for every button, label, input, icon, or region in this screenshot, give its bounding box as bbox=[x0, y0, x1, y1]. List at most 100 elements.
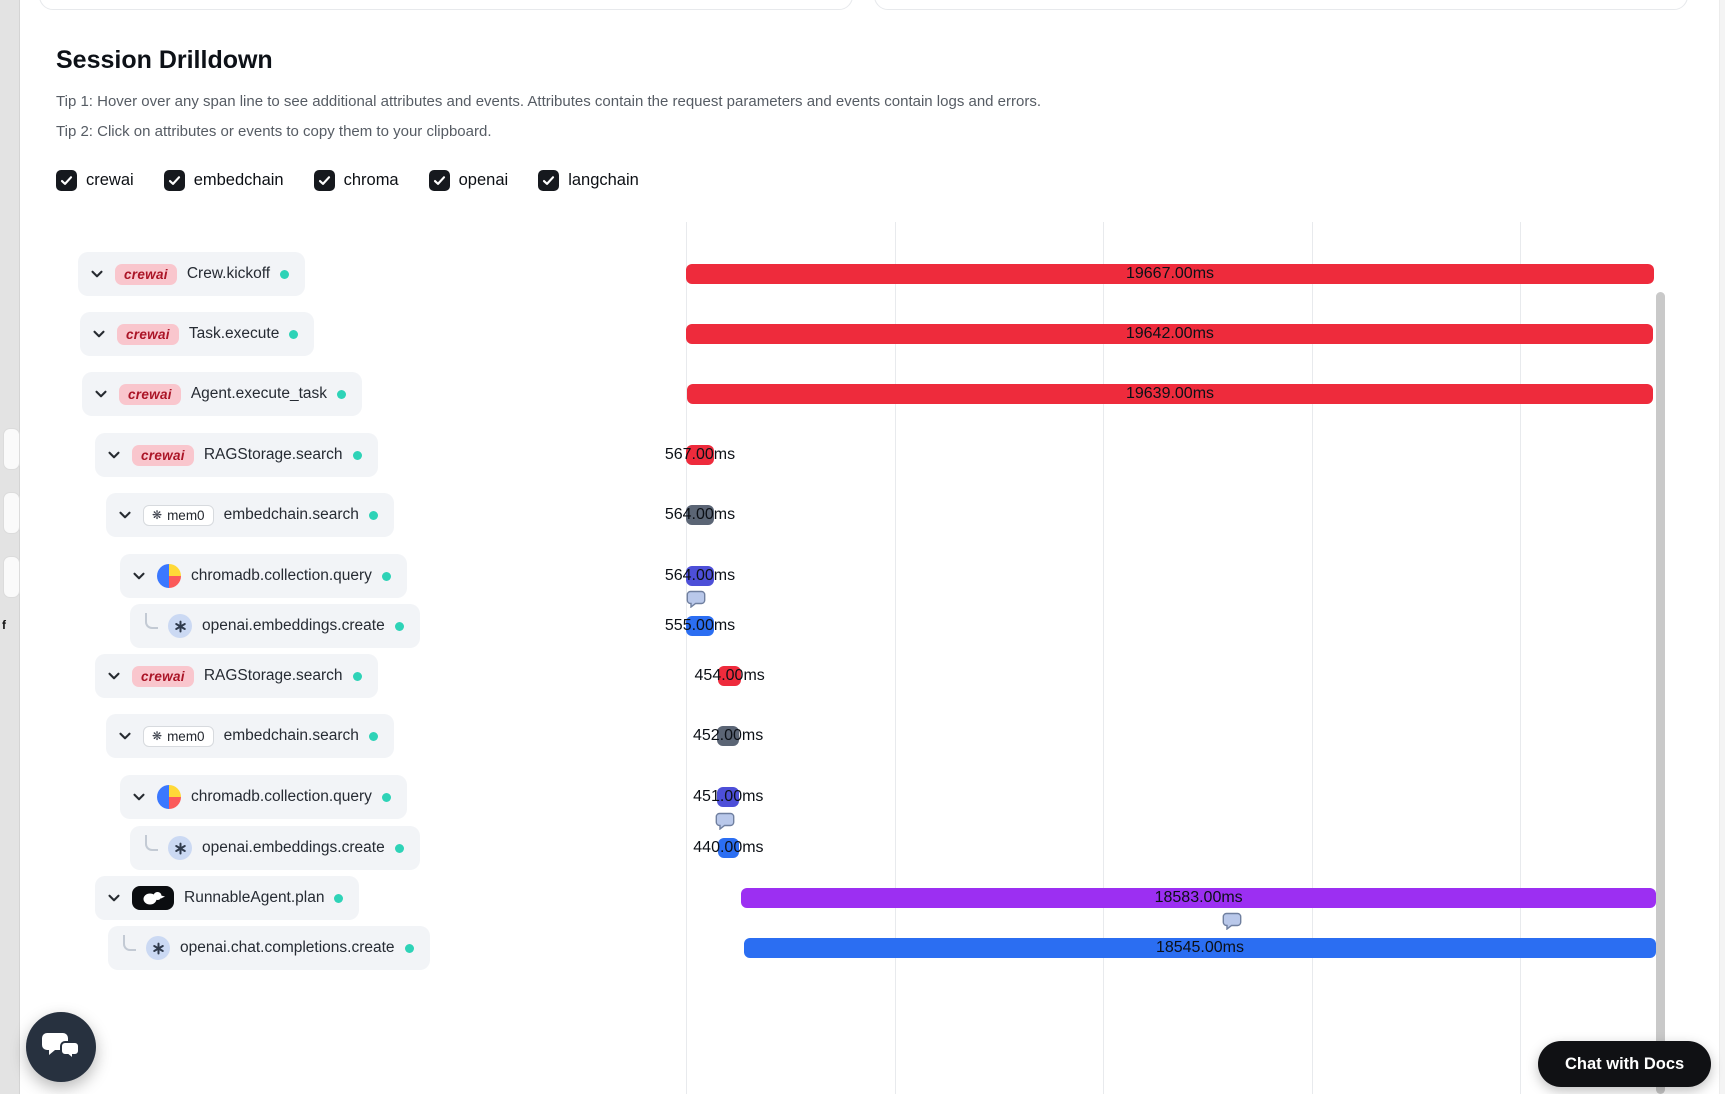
mem0-badge: ❋ mem0 bbox=[143, 725, 214, 747]
timeline-gridline bbox=[1312, 222, 1313, 1094]
filter-embedchain[interactable]: embedchain bbox=[163, 169, 284, 191]
left-edge-fragment bbox=[3, 556, 20, 598]
chroma-badge bbox=[157, 564, 181, 588]
duration-bar-RunnableAgent.plan[interactable] bbox=[741, 888, 1656, 908]
span-name: openai.embeddings.create bbox=[202, 617, 385, 634]
span-name: Crew.kickoff bbox=[186, 265, 271, 282]
filter-crewai[interactable]: crewai bbox=[56, 169, 134, 191]
expand-chevron-icon[interactable] bbox=[88, 265, 106, 283]
crewai-badge: crewai bbox=[132, 444, 194, 466]
openai-icon bbox=[146, 936, 170, 960]
span-row-embedchain.search[interactable]: ❋ mem0 embedchain.search bbox=[106, 493, 394, 537]
langchain-icon bbox=[141, 890, 165, 906]
span-name: RAGStorage.search bbox=[203, 667, 343, 684]
duration-bar-RAGStorage.search[interactable] bbox=[686, 445, 714, 465]
span-name: openai.chat.completions.create bbox=[180, 939, 395, 956]
expand-chevron-icon[interactable] bbox=[130, 788, 148, 806]
chat-with-docs-button[interactable]: Chat with Docs bbox=[1538, 1041, 1712, 1087]
expand-chevron-icon[interactable] bbox=[116, 727, 134, 745]
mem0-icon: ❋ bbox=[152, 508, 163, 522]
span-row-chromadb.collection.query[interactable]: chromadb.collection.query bbox=[120, 775, 407, 819]
span-row-chromadb.collection.query[interactable]: chromadb.collection.query bbox=[120, 554, 407, 598]
timeline-gridline bbox=[1520, 222, 1521, 1094]
chat-launcher-button[interactable] bbox=[26, 1012, 96, 1082]
expand-chevron-icon[interactable] bbox=[105, 889, 123, 907]
expand-chevron-icon[interactable] bbox=[105, 667, 123, 685]
span-row-Task.execute[interactable]: crewai Task.execute bbox=[80, 312, 315, 356]
checkbox-embedchain[interactable] bbox=[163, 169, 185, 191]
left-edge-fragment bbox=[3, 492, 20, 534]
status-dot bbox=[334, 893, 344, 903]
duration-bar-embedchain.search[interactable] bbox=[717, 726, 740, 746]
mem0-badge-label: mem0 bbox=[167, 507, 205, 523]
expand-chevron-icon[interactable] bbox=[90, 325, 108, 343]
expand-chevron-icon[interactable] bbox=[92, 385, 110, 403]
duration-bar-openai.chat.completions.create[interactable] bbox=[743, 938, 1657, 958]
left-edge-fragment bbox=[3, 428, 20, 470]
span-row-openai.chat.completions.create[interactable]: openai.chat.completions.create bbox=[108, 926, 430, 970]
span-name: embedchain.search bbox=[223, 506, 359, 523]
checkbox-crewai[interactable] bbox=[56, 169, 77, 191]
chart-scrollbar-thumb[interactable] bbox=[1656, 292, 1665, 1094]
status-dot bbox=[404, 943, 414, 953]
filter-langchain[interactable]: langchain bbox=[538, 169, 639, 191]
filter-label-openai: openai bbox=[458, 170, 509, 189]
vendor-filter-row: crewai embedchain chroma openai langchain bbox=[56, 166, 639, 194]
top-cutoff-card-left bbox=[39, 0, 853, 10]
status-dot bbox=[368, 510, 378, 520]
status-dot bbox=[394, 843, 404, 853]
checkbox-chroma[interactable] bbox=[313, 169, 335, 191]
status-dot bbox=[394, 621, 404, 631]
status-dot bbox=[381, 571, 391, 581]
status-dot bbox=[381, 792, 391, 802]
span-row-embedchain.search[interactable]: ❋ mem0 embedchain.search bbox=[106, 714, 394, 758]
span-row-RAGStorage.search[interactable]: crewai RAGStorage.search bbox=[95, 654, 378, 698]
expand-chevron-icon[interactable] bbox=[105, 446, 123, 464]
span-row-Crew.kickoff[interactable]: crewai Crew.kickoff bbox=[78, 252, 306, 296]
crewai-badge: crewai bbox=[132, 665, 194, 687]
span-row-Agent.execute_task[interactable]: crewai Agent.execute_task bbox=[82, 372, 362, 416]
duration-bar-embedchain.search[interactable] bbox=[686, 505, 714, 525]
duration-bar-Agent.execute_task[interactable] bbox=[686, 384, 1654, 404]
events-bubble-icon[interactable] bbox=[686, 590, 706, 613]
span-name: Agent.execute_task bbox=[190, 385, 327, 402]
span-row-openai.embeddings.create[interactable]: openai.embeddings.create bbox=[130, 826, 420, 870]
duration-bar-openai.embeddings.create[interactable] bbox=[717, 838, 740, 858]
duration-bar-openai.embeddings.create[interactable] bbox=[686, 616, 714, 636]
openai-icon bbox=[168, 614, 192, 638]
duration-bar-Crew.kickoff[interactable] bbox=[686, 264, 1654, 284]
status-dot bbox=[368, 731, 378, 741]
expand-chevron-icon[interactable] bbox=[116, 506, 134, 524]
span-row-RAGStorage.search[interactable]: crewai RAGStorage.search bbox=[95, 433, 378, 477]
checkbox-openai[interactable] bbox=[428, 169, 450, 191]
events-bubble-icon[interactable] bbox=[715, 812, 735, 835]
openai-icon bbox=[168, 836, 192, 860]
span-row-RunnableAgent.plan[interactable]: RunnableAgent.plan bbox=[95, 876, 360, 920]
mem0-badge-label: mem0 bbox=[167, 728, 205, 744]
status-dot bbox=[280, 269, 290, 279]
duration-bar-RAGStorage.search[interactable] bbox=[718, 666, 741, 686]
mem0-badge: ❋ mem0 bbox=[143, 504, 214, 526]
span-name: openai.embeddings.create bbox=[202, 839, 385, 856]
openai-badge bbox=[168, 614, 192, 638]
duration-bar-Task.execute[interactable] bbox=[686, 324, 1654, 344]
window-scrollbar-track[interactable] bbox=[1719, 0, 1725, 1094]
tip-2-text: Tip 2: Click on attributes or events to … bbox=[56, 123, 492, 140]
left-edge-panel: f bbox=[0, 0, 20, 1094]
checkbox-langchain[interactable] bbox=[538, 169, 560, 191]
chat-bubbles-icon bbox=[41, 1030, 81, 1064]
branch-connector bbox=[145, 835, 158, 851]
status-dot bbox=[289, 329, 299, 339]
expand-chevron-icon[interactable] bbox=[130, 567, 148, 585]
openai-badge bbox=[146, 936, 170, 960]
span-row-openai.embeddings.create[interactable]: openai.embeddings.create bbox=[130, 604, 420, 648]
duration-bar-chromadb.collection.query[interactable] bbox=[717, 787, 740, 807]
filter-openai[interactable]: openai bbox=[428, 169, 509, 191]
duration-bar-chromadb.collection.query[interactable] bbox=[686, 566, 714, 586]
status-dot bbox=[352, 671, 362, 681]
span-name: Task.execute bbox=[188, 325, 280, 342]
events-bubble-icon[interactable] bbox=[1222, 912, 1242, 935]
crewai-badge: crewai bbox=[117, 323, 179, 345]
filter-chroma[interactable]: chroma bbox=[313, 169, 399, 191]
